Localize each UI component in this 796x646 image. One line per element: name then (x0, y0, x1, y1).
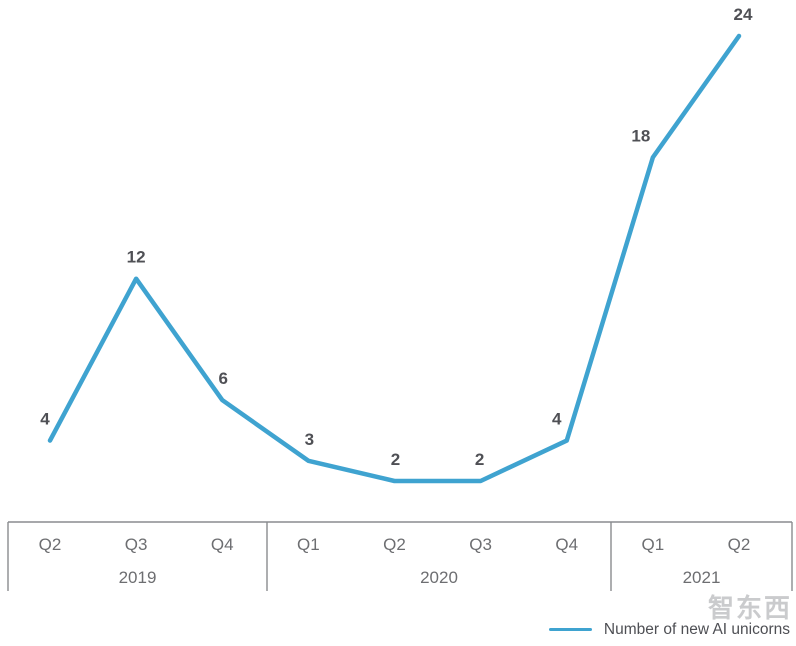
data-point-label: 2 (475, 450, 484, 469)
year-label: 2019 (119, 568, 157, 587)
year-label: 2021 (683, 568, 721, 587)
data-point-label: 18 (631, 126, 650, 145)
data-point-label: 6 (219, 369, 228, 388)
series-line (47, 33, 742, 484)
data-point-label: 4 (40, 410, 50, 429)
quarter-label: Q4 (211, 535, 234, 554)
data-point-label: 4 (552, 410, 562, 429)
quarter-label: Q3 (469, 535, 492, 554)
quarter-label: Q1 (297, 535, 320, 554)
legend-label: Number of new AI unicorns (603, 620, 790, 638)
data-point-label: 3 (305, 430, 314, 449)
quarter-label: Q2 (383, 535, 406, 554)
quarter-label: Q1 (642, 535, 665, 554)
data-point-label: 24 (734, 5, 753, 24)
data-point-label: 2 (391, 450, 400, 469)
legend-line-swatch (548, 628, 592, 631)
quarter-label: Q4 (555, 535, 578, 554)
quarter-label: Q2 (39, 535, 62, 554)
data-point-label: 12 (127, 248, 146, 267)
quarter-label: Q2 (728, 535, 751, 554)
legend: Number of new AI unicorns (548, 620, 790, 639)
year-label: 2020 (420, 568, 458, 587)
quarter-label: Q3 (125, 535, 148, 554)
